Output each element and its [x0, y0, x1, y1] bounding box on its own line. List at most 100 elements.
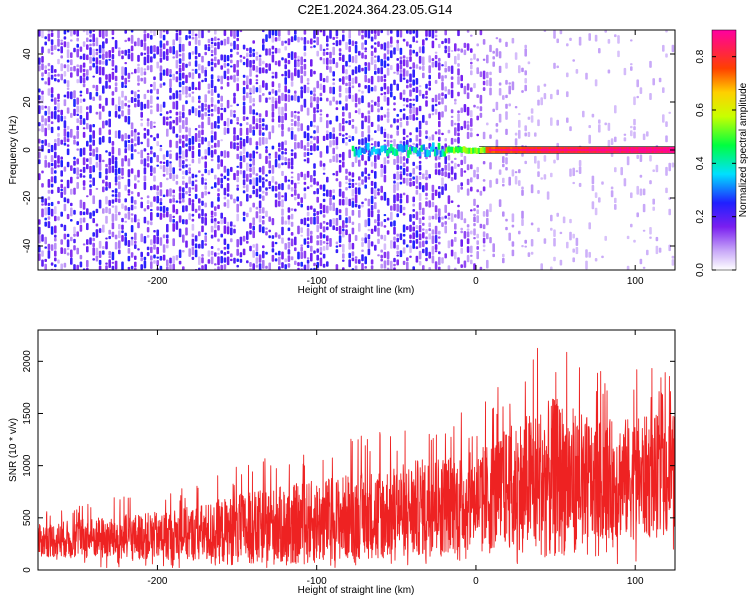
spectrogram-cell	[38, 253, 41, 261]
spectrogram-cell	[530, 239, 534, 247]
spectrogram-cell	[188, 52, 191, 60]
spectrogram-cell	[185, 164, 188, 168]
spectrogram-cell	[143, 56, 147, 66]
spectrogram-cell	[278, 266, 281, 270]
spectrogram-cell	[441, 167, 444, 172]
spectrogram-cell	[326, 176, 329, 183]
spectrogram-cell	[95, 84, 99, 92]
spectrogram-cell	[230, 258, 233, 262]
spectrogram-cell	[130, 72, 134, 75]
spectrogram-cell	[409, 181, 412, 187]
spectrogram-cell	[169, 188, 172, 197]
spectrogram-cell	[393, 203, 396, 211]
spectrogram-cell	[294, 110, 297, 114]
spectrogram-cell	[431, 58, 435, 62]
spectrogram-cell	[169, 87, 172, 93]
spectrogram-cell	[150, 255, 153, 261]
spectrogram-cell	[130, 130, 134, 137]
spectrogram-cell	[374, 196, 377, 200]
spectrogram-cell	[217, 247, 220, 251]
spectrogram-cell	[505, 62, 508, 69]
spectrogram-cell	[217, 252, 220, 255]
spectrogram-cell	[412, 209, 415, 212]
spectrogram-cell	[210, 150, 214, 158]
spectrogram-cell	[124, 30, 127, 34]
spectrogram-cell	[358, 30, 361, 36]
spectrogram-cell	[188, 248, 191, 257]
spectrogram-cell	[185, 191, 188, 195]
spectrogram-cell	[476, 115, 479, 121]
spectrogram-cell	[399, 73, 403, 83]
spectrogram-cell	[198, 231, 201, 237]
spectrogram-cell	[498, 65, 502, 73]
spectrogram-cell	[66, 213, 70, 220]
spectrogram-cell	[473, 169, 476, 178]
spectrogram-cell	[162, 82, 166, 86]
spectrogram-cell	[406, 41, 409, 47]
spectrogram-cell	[127, 178, 131, 187]
spectrogram-cell	[121, 75, 124, 80]
spectrogram-cell	[137, 248, 140, 251]
spectrogram-cell	[249, 68, 252, 77]
spectrogram-cell	[143, 208, 147, 212]
spectrogram-cell	[354, 187, 358, 195]
spectrogram-cell	[380, 43, 383, 50]
spectrogram-cell	[166, 121, 169, 126]
spectrogram-cell	[377, 213, 380, 222]
spectrogram-cell	[162, 254, 166, 261]
spectrogram-cell	[169, 110, 172, 114]
spectrogram-cell	[185, 149, 188, 158]
spectrogram-cell	[265, 149, 268, 154]
spectrogram-cell	[150, 45, 153, 54]
spectrogram-cell	[345, 60, 348, 67]
spectrogram-cell	[287, 241, 291, 249]
signal-cell	[451, 146, 454, 153]
spectrogram-cell	[370, 259, 374, 265]
spectrogram-cell	[66, 138, 70, 143]
spectrogram-cell	[204, 111, 207, 117]
spectrogram-cell	[258, 215, 262, 223]
spectrogram-cell	[194, 36, 198, 45]
spectrogram-cell	[338, 56, 342, 61]
spectrogram-cell	[175, 255, 179, 261]
spectrogram-cell	[518, 230, 521, 235]
spectrogram-cell	[226, 250, 230, 254]
spectrogram-cell	[412, 226, 415, 232]
spectrogram-cell	[598, 124, 601, 133]
spectrogram-cell	[188, 187, 191, 194]
spectrogram-cell	[124, 39, 127, 43]
spectrogram-cell	[671, 162, 675, 168]
spectrogram-cell	[633, 131, 636, 139]
spectrogram-cell	[175, 76, 179, 83]
spectrogram-cell	[162, 43, 166, 50]
spectrogram-cell	[294, 260, 297, 265]
spectrogram-cell	[210, 97, 214, 103]
spectrogram-cell	[444, 138, 447, 142]
spectrogram-cell	[38, 226, 41, 235]
spectrogram-cell	[44, 81, 47, 85]
spectrogram-cell	[329, 66, 332, 73]
spectrogram-cell	[284, 148, 287, 152]
spectrogram-cell	[278, 83, 281, 89]
spectrogram-cell	[130, 225, 134, 233]
spectrogram-cell	[210, 61, 214, 66]
spectrogram-cell	[255, 87, 259, 93]
spectrogram-cell	[290, 111, 294, 118]
spectrogram-cell	[146, 138, 150, 148]
spectrogram-cell	[105, 206, 108, 214]
spectrogram-cell	[358, 89, 361, 92]
spectrogram-cell	[162, 161, 166, 164]
spectrogram-cell	[415, 165, 419, 169]
spectrogram-cell	[47, 106, 51, 115]
spectrogram-cell	[204, 202, 207, 208]
spectrogram-cell	[146, 65, 150, 71]
spectrogram-cell	[290, 157, 294, 166]
spectrogram-cell	[217, 188, 220, 192]
spectrogram-cell	[367, 198, 371, 207]
spectrogram-cell	[457, 30, 460, 37]
spectrogram-cell	[185, 63, 188, 68]
spectrogram-cell	[409, 98, 412, 102]
spectrogram-cell	[290, 232, 294, 236]
spectrogram-cell	[322, 198, 326, 203]
spectrogram-cell	[290, 238, 294, 247]
